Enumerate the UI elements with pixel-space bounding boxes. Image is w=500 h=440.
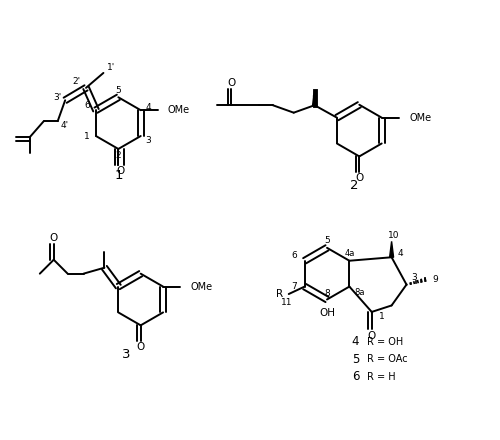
Text: 3: 3	[412, 273, 417, 282]
Text: 3: 3	[122, 348, 130, 361]
Text: R = H: R = H	[367, 371, 396, 381]
Text: 8: 8	[324, 289, 330, 297]
Text: 2: 2	[350, 179, 358, 192]
Text: 10: 10	[388, 231, 400, 240]
Text: O: O	[116, 166, 125, 176]
Text: 1': 1'	[107, 63, 115, 73]
Text: 6: 6	[84, 101, 90, 110]
Text: 5: 5	[324, 236, 330, 245]
Text: 4: 4	[352, 335, 360, 348]
Polygon shape	[312, 92, 316, 105]
Text: 9: 9	[433, 275, 438, 284]
Text: 6: 6	[292, 251, 297, 260]
Text: 4': 4'	[60, 121, 68, 130]
Text: 2: 2	[116, 151, 121, 160]
Text: 8a: 8a	[354, 288, 365, 297]
Text: O: O	[136, 342, 145, 352]
Text: 1: 1	[114, 169, 122, 182]
Text: 4: 4	[146, 103, 152, 112]
Text: 5: 5	[116, 86, 121, 95]
Text: OMe: OMe	[167, 105, 189, 115]
Text: O: O	[227, 78, 235, 88]
Text: O: O	[355, 173, 364, 183]
Text: OMe: OMe	[190, 282, 212, 292]
Text: 5: 5	[352, 352, 360, 366]
Text: 3: 3	[146, 136, 152, 144]
Text: 6: 6	[352, 370, 360, 383]
Polygon shape	[390, 242, 394, 257]
Text: 1: 1	[84, 132, 90, 140]
Text: 1: 1	[378, 312, 384, 321]
Text: 3': 3'	[53, 93, 61, 102]
Text: R = OAc: R = OAc	[367, 354, 408, 364]
Text: 11: 11	[280, 298, 292, 308]
Text: O: O	[50, 233, 58, 243]
Text: 2': 2'	[72, 77, 80, 86]
Text: O: O	[368, 331, 376, 341]
Text: 7: 7	[292, 282, 297, 291]
Text: 4: 4	[398, 249, 403, 258]
Text: R: R	[276, 289, 283, 299]
Text: OMe: OMe	[409, 113, 431, 123]
Text: R = OH: R = OH	[367, 337, 403, 347]
Text: 4a: 4a	[344, 249, 354, 258]
Text: OH: OH	[319, 308, 335, 319]
